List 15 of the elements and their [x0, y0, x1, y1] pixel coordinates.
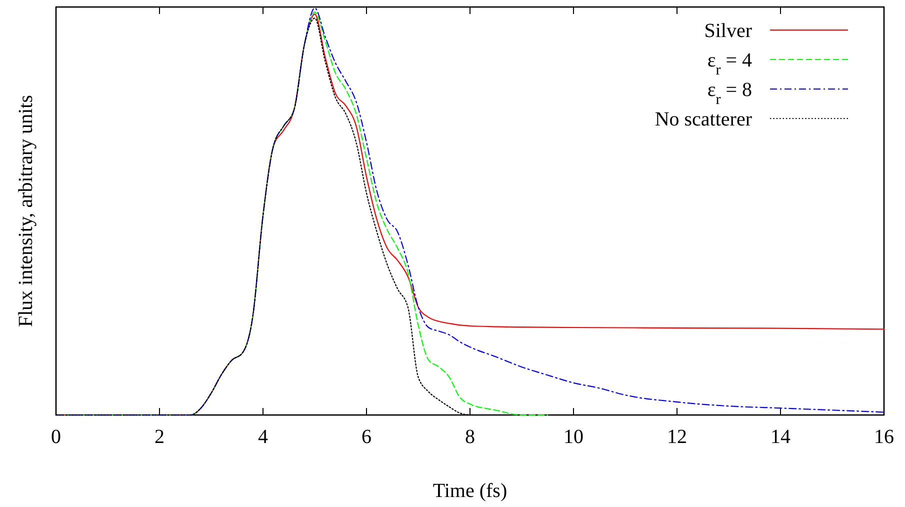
x-axis-title: Time (fs): [432, 480, 508, 502]
x-tick-label: 6: [362, 426, 372, 448]
x-tick-label: 8: [465, 426, 475, 448]
x-tick-label: 10: [564, 426, 584, 448]
x-tick-label: 0: [51, 426, 61, 448]
x-tick-label: 12: [667, 426, 687, 448]
x-tick-label: 16: [874, 426, 894, 448]
legend-label: Silver: [704, 20, 752, 42]
x-tick-label: 4: [258, 426, 268, 448]
legend-label: ε$_{r}$ = 8: [707, 79, 752, 108]
x-tick-label: 2: [154, 426, 164, 448]
x-tick-label: 14: [770, 426, 790, 448]
y-axis-title: Flux intensity, arbitrary units: [15, 94, 37, 328]
legend-label: ε$_{r}$ = 4: [707, 50, 752, 78]
legend-label: No scatterer: [654, 108, 752, 130]
